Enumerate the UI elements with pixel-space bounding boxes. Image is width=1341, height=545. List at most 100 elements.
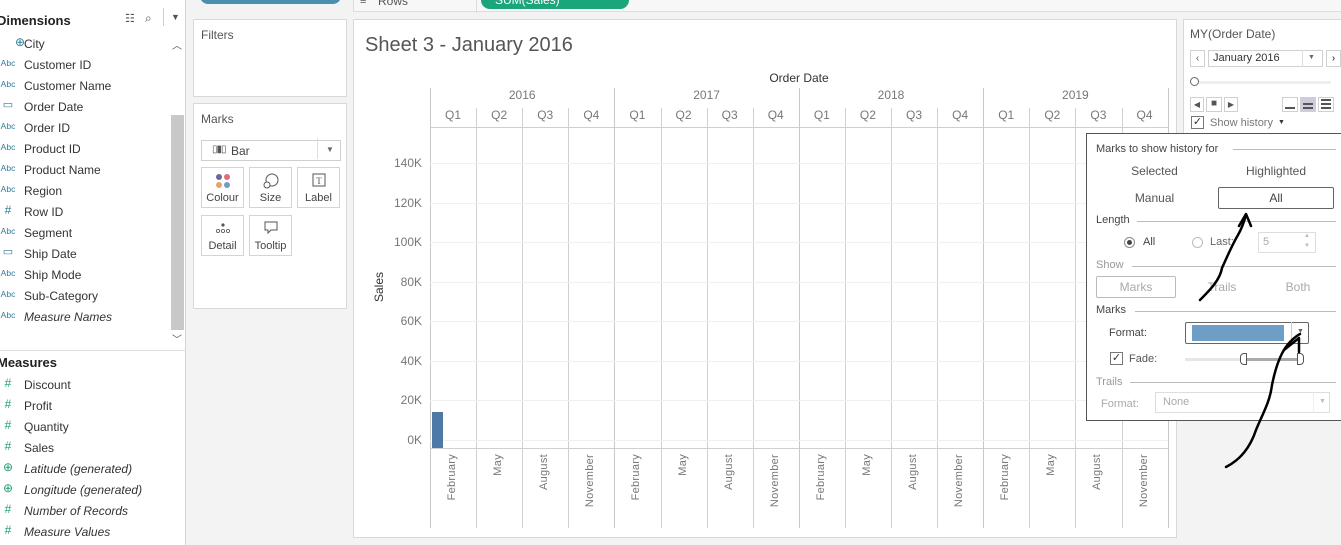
speed-fast-button[interactable] xyxy=(1318,97,1334,112)
label-button[interactable]: T Label xyxy=(297,167,340,208)
trails-format-dropdown[interactable]: None ▼ xyxy=(1155,392,1330,413)
stepper-up-icon[interactable]: ▲ xyxy=(1304,233,1310,239)
field-measure-values[interactable]: # Measure Values xyxy=(0,522,170,543)
dimensions-heading: Dimensions xyxy=(0,13,71,28)
field-product-id[interactable]: Abc Product ID xyxy=(0,139,170,160)
length-all-radio[interactable] xyxy=(1124,237,1135,248)
filters-card[interactable]: Filters xyxy=(193,19,347,97)
field-row-id[interactable]: # Row ID xyxy=(0,202,170,223)
field-product-name[interactable]: Abc Product Name xyxy=(0,160,170,181)
field-city[interactable]: ⊕ City xyxy=(0,34,170,55)
length-last-radio[interactable] xyxy=(1192,237,1203,248)
fade-slider-track[interactable] xyxy=(1185,358,1243,361)
field-order-date[interactable]: ▭ Order Date xyxy=(0,97,170,118)
detail-button[interactable]: Detail xyxy=(201,215,244,256)
quarter-header: Q3 xyxy=(1090,108,1107,122)
field-quantity[interactable]: # Quantity xyxy=(0,417,170,438)
year-header-2018: 2018 xyxy=(877,88,905,102)
fade-slider-handle-right[interactable] xyxy=(1297,353,1304,365)
field-measure-names[interactable]: Abc Measure Names xyxy=(0,307,170,328)
field-longitude-generated[interactable]: ⊕ Longitude (generated) xyxy=(0,480,170,501)
size-button[interactable]: Size xyxy=(249,167,292,208)
y-tick-label: 100K xyxy=(393,235,422,250)
pages-pill[interactable] xyxy=(200,0,341,4)
show-heading: Show xyxy=(1096,259,1124,271)
quarter-header: Q2 xyxy=(675,108,692,122)
show-history-checkbox[interactable]: ✓ xyxy=(1191,116,1204,129)
scroll-down-icon[interactable]: ﹀ xyxy=(172,335,182,346)
sheet-title: Sheet 3 - January 2016 xyxy=(365,34,573,56)
current-page: January 2016 xyxy=(1213,52,1280,64)
speed-slow-button[interactable] xyxy=(1282,97,1298,112)
option-selected[interactable]: Selected xyxy=(1131,164,1178,178)
option-all[interactable]: All xyxy=(1218,187,1334,209)
page-slider-track[interactable] xyxy=(1196,81,1331,84)
field-order-id[interactable]: Abc Order ID xyxy=(0,118,170,139)
dimensions-scrollbar[interactable]: ︿ ﹀ xyxy=(170,35,185,350)
month-label: February xyxy=(999,454,1012,501)
tooltip-icon xyxy=(250,221,291,237)
month-label: February xyxy=(446,454,459,501)
y-tick-label: 60K xyxy=(400,314,422,329)
scroll-thumb[interactable] xyxy=(171,115,184,330)
field-ship-mode[interactable]: Abc Ship Mode xyxy=(0,265,170,286)
stepper-down-icon[interactable]: ▼ xyxy=(1304,243,1310,249)
size-icon xyxy=(250,173,291,189)
speed-medium-button[interactable] xyxy=(1300,97,1316,112)
field-customer-id[interactable]: Abc Customer ID xyxy=(0,55,170,76)
fade-slider-handle-left[interactable] xyxy=(1240,353,1247,365)
previous-page-button[interactable]: ‹ xyxy=(1190,50,1205,67)
show-history-dropdown-icon[interactable]: ▼ xyxy=(1278,119,1285,126)
mark-type-dropdown[interactable]: ▯▮▯ Bar ▼ xyxy=(201,138,341,161)
month-label: May xyxy=(1045,454,1058,476)
field-ship-date[interactable]: ▭ Ship Date xyxy=(0,244,170,265)
quarter-header: Q2 xyxy=(859,108,876,122)
stop-button[interactable]: ■ xyxy=(1206,97,1222,112)
play-forward-button[interactable]: ▶ xyxy=(1224,97,1238,112)
field-label: Discount xyxy=(24,378,71,392)
field-number-of-records[interactable]: # Number of Records xyxy=(0,501,170,522)
view-as-list-icon[interactable]: ☷ xyxy=(125,13,135,25)
play-backward-button[interactable]: ◀ xyxy=(1190,97,1204,112)
scroll-up-icon[interactable]: ︿ xyxy=(172,41,182,52)
next-page-button[interactable]: › xyxy=(1326,50,1341,67)
month-label: August xyxy=(1091,454,1104,491)
page-select[interactable]: January 2016 ▼ xyxy=(1208,50,1323,67)
field-discount[interactable]: # Discount xyxy=(0,375,170,396)
show-both-option[interactable]: Both xyxy=(1285,280,1311,294)
year-divider xyxy=(614,88,616,528)
bar-2016-q1[interactable] xyxy=(432,412,443,448)
field-label: Latitude (generated) xyxy=(24,462,133,476)
field-profit[interactable]: # Profit xyxy=(0,396,170,417)
sum-sales-pill[interactable]: SUM(Sales) xyxy=(481,0,629,9)
bar-chart-icon: ▯▮▯ xyxy=(212,144,226,155)
show-trails-option[interactable]: Trails xyxy=(1207,280,1237,294)
field-region[interactable]: Abc Region xyxy=(0,181,170,202)
length-last-stepper[interactable]: 5 ▲ ▼ xyxy=(1258,232,1316,253)
pane-menu-icon[interactable]: ▼ xyxy=(171,12,180,22)
fade-checkbox[interactable]: ✓ xyxy=(1110,352,1123,365)
field-sub-category[interactable]: Abc Sub-Category xyxy=(0,286,170,307)
quarter-header: Q3 xyxy=(906,108,923,122)
marks-format-dropdown[interactable]: ▼ xyxy=(1185,322,1309,344)
field-label: Region xyxy=(24,184,63,198)
show-marks-option[interactable]: Marks xyxy=(1096,276,1176,298)
globe-icon: ⊕ xyxy=(14,35,26,49)
field-segment[interactable]: Abc Segment xyxy=(0,223,170,244)
rows-shelf[interactable]: ≡ Rows SUM(Sales) xyxy=(353,0,1341,13)
field-label: Quantity xyxy=(24,420,69,434)
field-sales[interactable]: # Sales xyxy=(0,438,170,459)
option-highlighted[interactable]: Highlighted xyxy=(1245,164,1307,178)
chevron-down-icon: ▼ xyxy=(1319,398,1326,405)
page-slider-handle[interactable] xyxy=(1190,77,1199,86)
field-latitude-generated[interactable]: ⊕ Latitude (generated) xyxy=(0,459,170,480)
text-type-icon: Abc xyxy=(0,310,16,320)
search-icon[interactable]: ⌕ xyxy=(145,11,152,25)
field-label: Row ID xyxy=(24,205,64,219)
field-customer-name[interactable]: Abc Customer Name xyxy=(0,76,170,97)
number-type-icon: # xyxy=(4,418,12,432)
colour-button[interactable]: Colour xyxy=(201,167,244,208)
tooltip-button[interactable]: Tooltip xyxy=(249,215,292,256)
field-label: Customer ID xyxy=(24,58,92,72)
option-manual[interactable]: Manual xyxy=(1134,191,1175,205)
